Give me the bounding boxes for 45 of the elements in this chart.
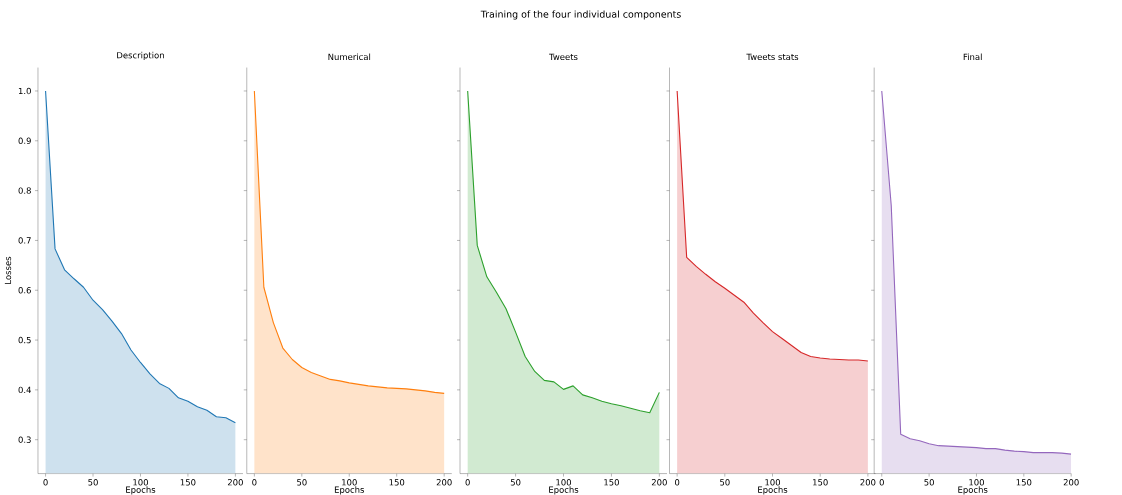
x-axis-title: Epochs (126, 486, 156, 495)
x-axis-title: Epochs (958, 486, 988, 495)
y-tick-label: 0.8 (18, 187, 31, 194)
x-axis-title: Epochs (549, 486, 579, 495)
x-tick-label: 200 (227, 479, 243, 486)
text: Training of the four individual components (480, 10, 681, 20)
chart-title: Numerical (328, 53, 371, 61)
x-axis-title: Epochs (334, 486, 365, 495)
chart-title: Tweets (549, 53, 578, 61)
x-tick-label: 150 (604, 479, 619, 486)
y-tick-label: 0.3 (18, 436, 31, 443)
x-tick-label: 0 (252, 479, 257, 486)
chart-title: Final (963, 53, 982, 61)
x-tick-label: 150 (389, 479, 405, 486)
x-tick-label: 150 (180, 479, 196, 486)
x-tick-label: 0 (675, 479, 680, 486)
x-tick-label: 50 (88, 479, 98, 486)
x-tick-label: 50 (510, 479, 521, 486)
chart-title: Tweets stats (746, 53, 799, 61)
chart-title: Description (117, 51, 164, 61)
x-tick-label: 0 (43, 479, 48, 486)
x-tick-label: 100 (969, 479, 984, 486)
x-tick-label: 100 (765, 479, 781, 486)
y-tick-label: 0.5 (18, 336, 31, 344)
x-tick-label: 200 (1063, 479, 1079, 486)
x-tick-label: 150 (813, 479, 828, 486)
x-tick-label: 0 (879, 479, 884, 486)
x-tick-label: 200 (436, 479, 452, 486)
x-axis-title: Epochs (758, 486, 788, 495)
x-tick-label: 100 (133, 479, 148, 486)
y-axis-title: Losses (4, 256, 12, 284)
x-tick-label: 50 (297, 479, 307, 486)
x-tick-label: 200 (860, 479, 876, 486)
y-tick-label: 0.6 (18, 287, 31, 294)
y-tick-label: 0.4 (18, 386, 31, 394)
x-tick-label: 150 (1016, 479, 1032, 486)
y-tick-label: 0.9 (18, 137, 31, 144)
x-tick-label: 100 (342, 479, 357, 486)
y-tick-label: 1.0 (18, 87, 31, 95)
x-tick-label: 50 (924, 479, 934, 486)
x-tick-label: 0 (465, 479, 470, 486)
y-tick-label: 0.7 (18, 237, 31, 244)
x-tick-label: 50 (720, 479, 730, 486)
x-tick-label: 100 (556, 479, 572, 486)
x-tick-label: 200 (651, 479, 667, 486)
